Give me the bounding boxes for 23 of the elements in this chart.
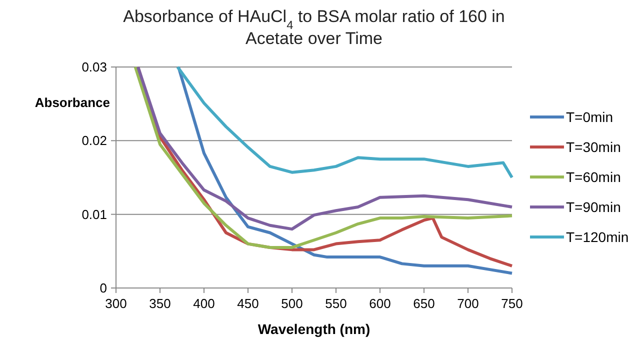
- y-tick-label: 0.02: [82, 133, 107, 148]
- x-tick-label: 550: [325, 296, 347, 311]
- x-tick-label: 600: [369, 296, 391, 311]
- x-tick-label: 450: [237, 296, 259, 311]
- x-tick-label: 350: [149, 296, 171, 311]
- x-tick-label: 700: [457, 296, 479, 311]
- legend-label: T=30min: [566, 138, 621, 155]
- y-tick-label: 0: [100, 280, 107, 296]
- x-tick-label: 650: [413, 296, 435, 311]
- y-tick-label: 0.01: [82, 206, 107, 222]
- x-tick-label: 500: [281, 296, 303, 311]
- chart-title: Absorbance of HAuCl$_{4}$ to BSA molar ratio of 160 in Acetate over Time: [123, 7, 505, 48]
- x-axis-title: Wavelength (nm): [258, 321, 370, 337]
- legend-label: T=0min: [566, 108, 614, 125]
- x-tick-label: 300: [105, 296, 127, 311]
- line-series: [176, 66, 514, 179]
- legend-label: T=90min: [566, 198, 621, 215]
- x-tick-label: 750: [501, 296, 523, 311]
- legend-label: T=120min: [566, 228, 629, 245]
- x-tick-label: 400: [193, 296, 215, 311]
- y-axis-title: Absorbance: [34, 95, 110, 110]
- y-tick-label: 0.03: [82, 60, 107, 75]
- legend-label: T=60min: [566, 168, 621, 185]
